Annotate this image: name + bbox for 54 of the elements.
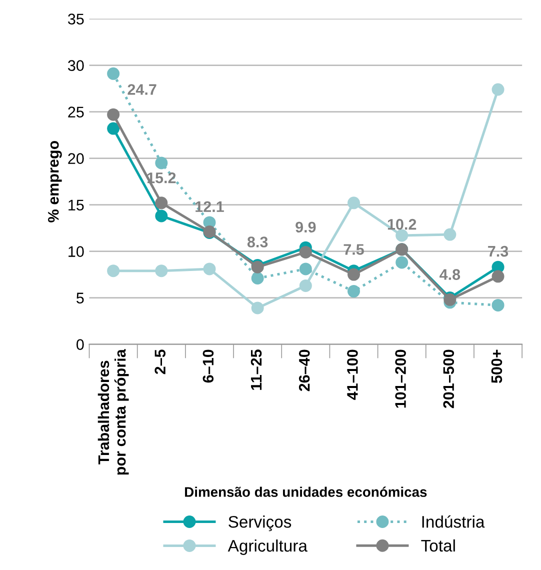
point	[348, 285, 360, 298]
point	[155, 264, 168, 278]
data-label: 7.5	[344, 244, 364, 255]
point	[348, 268, 360, 281]
point	[299, 279, 312, 292]
x-tick-label: 26–40	[298, 350, 310, 392]
data-label: 7.3	[488, 246, 508, 257]
point	[203, 262, 216, 276]
y-axis-title: % emprego	[48, 140, 62, 222]
x-tick-label: 2–5	[154, 350, 166, 374]
point	[155, 210, 168, 222]
legend-label: Indústria	[422, 515, 485, 528]
y-tick-label: 35	[68, 14, 84, 24]
point	[492, 270, 504, 283]
x-tick-label: 41–100	[347, 350, 358, 400]
y-tick-label: 15	[68, 200, 84, 210]
point	[155, 156, 168, 170]
y-tick-label: 20	[68, 153, 84, 164]
point	[155, 196, 168, 210]
point	[396, 256, 408, 269]
point	[107, 108, 120, 121]
x-tick-label: 500+	[491, 350, 502, 384]
point	[107, 122, 120, 135]
legend-label: Agricultura	[228, 539, 308, 555]
x-tick-label: Trabalhadores por conta própria	[98, 349, 129, 475]
y-tick-label: 30	[68, 60, 84, 71]
legend-label: Serviços	[228, 516, 292, 532]
point	[107, 67, 120, 80]
point	[492, 298, 504, 312]
point	[251, 302, 264, 314]
x-axis-title: Dimensão das unidades económicas	[185, 486, 427, 497]
data-label: 4.8	[440, 269, 460, 280]
data-label: 10.2	[388, 218, 416, 230]
data-label: 8.3	[247, 236, 268, 248]
point	[299, 246, 312, 258]
point	[299, 262, 312, 276]
legend-label: Total	[421, 539, 455, 552]
y-tick-label: 0	[76, 339, 84, 350]
y-tick-label: 10	[68, 246, 84, 257]
point	[251, 272, 264, 285]
point	[492, 83, 504, 96]
y-tick-label: 25	[68, 106, 84, 118]
point	[348, 196, 360, 210]
y-tick-label: 5	[76, 292, 84, 304]
x-tick-label: 101–200	[395, 350, 406, 408]
data-label: 24.7	[128, 84, 156, 95]
data-label: 9.9	[296, 222, 316, 233]
point	[444, 228, 456, 241]
x-tick-label: 201–500	[443, 350, 454, 408]
x-tick-label: 6–10	[202, 350, 214, 383]
data-label: 12.1	[196, 201, 224, 212]
point	[107, 264, 120, 278]
point	[396, 229, 408, 242]
x-tick-label: 11–25	[250, 350, 262, 390]
